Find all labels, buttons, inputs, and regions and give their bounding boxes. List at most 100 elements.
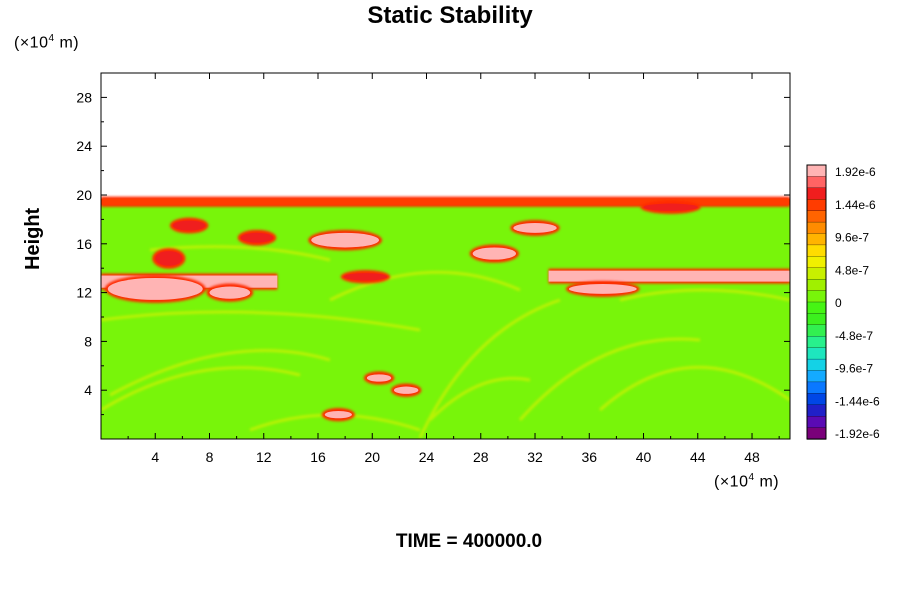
- colorbar-swatch: [806, 336, 827, 349]
- chart-title: Static Stability: [367, 2, 533, 29]
- colorbar-swatch: [806, 233, 827, 246]
- colorbar-swatch: [806, 267, 827, 280]
- colorbar-swatch: [806, 279, 827, 292]
- field-blob-core: [513, 223, 557, 233]
- colorbar-swatch: [806, 393, 827, 406]
- x-tick-label: 40: [636, 449, 652, 465]
- field-streak: [619, 288, 790, 302]
- time-label: TIME = 400000.0: [395, 531, 543, 552]
- field-streaks: [101, 245, 790, 439]
- field-blob: [469, 244, 520, 263]
- field-blob-core: [311, 232, 380, 248]
- field-blob-core: [343, 273, 388, 281]
- colorbar-swatch: [806, 404, 827, 417]
- field-blob: [363, 371, 395, 385]
- colorbar-swatch: [806, 324, 827, 337]
- colorbar-swatch: [806, 199, 827, 212]
- colorbar-swatch: [806, 290, 827, 303]
- field-streak: [418, 298, 561, 439]
- colorbar-swatch: [806, 370, 827, 383]
- field-blob-core: [568, 284, 637, 294]
- field-streak: [101, 366, 301, 412]
- field-blob-core: [366, 374, 392, 382]
- y-tick-label: 16: [76, 236, 92, 252]
- colorbar-swatch: [806, 244, 827, 257]
- colorbar-label: 1.44e-6: [835, 198, 876, 212]
- field-blob-core: [324, 410, 352, 419]
- field-band-core: [548, 270, 790, 282]
- field-streak: [428, 376, 531, 422]
- colorbar-swatch: [806, 176, 827, 189]
- colorbar-swatch: [806, 427, 827, 440]
- x-tick-label: 8: [206, 449, 214, 465]
- field-blob: [565, 281, 640, 297]
- y-tick-label: 8: [84, 333, 92, 349]
- field-blob: [390, 383, 422, 397]
- field-blob-core: [393, 386, 419, 394]
- field-blob: [640, 200, 701, 214]
- x-tick-label: 12: [256, 449, 272, 465]
- x-tick-label: 36: [581, 449, 597, 465]
- colorbar-swatch: [806, 313, 827, 326]
- field-band: [548, 268, 790, 284]
- colorbar-swatch: [806, 416, 827, 429]
- colorbar-label: 4.8e-7: [835, 263, 869, 277]
- field-streak: [518, 337, 701, 421]
- colorbar-swatch: [806, 164, 827, 178]
- colorbar-swatch: [806, 358, 827, 372]
- field-streak: [109, 349, 331, 397]
- colorbar-swatch: [806, 256, 827, 269]
- field-background: [101, 198, 790, 439]
- field-streak: [149, 245, 331, 262]
- field-blob: [104, 274, 206, 303]
- colorbar-frame: [806, 164, 827, 440]
- colorbar-swatch: [806, 187, 827, 200]
- field-blob: [308, 229, 383, 251]
- colorbar-label: 1.92e-6: [835, 165, 876, 179]
- y-tick-label: 12: [76, 285, 92, 301]
- field-blob: [321, 407, 355, 422]
- field-streak: [101, 310, 421, 332]
- field-blob: [340, 270, 391, 284]
- plot-frame: [100, 72, 791, 440]
- field-streak: [329, 270, 521, 302]
- y-tick-label: 4: [84, 382, 92, 398]
- x-tick-label: 28: [473, 449, 489, 465]
- colorbar-label: -1.92e-6: [835, 427, 880, 441]
- y-axis-unit: (×104 m): [14, 33, 80, 52]
- x-tick-label: 4: [151, 449, 159, 465]
- x-tick-label: 44: [690, 449, 706, 465]
- x-tick-label: 32: [527, 449, 543, 465]
- field-band: [101, 196, 790, 207]
- field-band-core: [101, 198, 790, 205]
- field-blob-core: [209, 286, 251, 299]
- field-blob-core: [107, 277, 203, 300]
- y-tick-label: 20: [76, 187, 92, 203]
- colorbar-swatch: [806, 347, 827, 360]
- x-axis-unit: (×104 m): [714, 472, 780, 491]
- field-blob-core: [155, 251, 183, 266]
- field-blob: [169, 217, 209, 234]
- colorbar-label: -4.8e-7: [835, 329, 873, 343]
- colorbar-label: 0: [835, 296, 842, 310]
- colorbar-label: 9.6e-7: [835, 231, 869, 245]
- field-blob: [152, 248, 186, 269]
- x-tick-label: 24: [419, 449, 435, 465]
- field-blob-core: [172, 220, 206, 231]
- colorbar-swatch: [806, 301, 827, 315]
- x-tick-label: 20: [364, 449, 380, 465]
- field-streak: [599, 365, 790, 412]
- colorbar-label: -9.6e-7: [835, 362, 873, 376]
- field-blob: [206, 283, 254, 302]
- field-blob: [510, 220, 560, 236]
- field-blob-core: [240, 232, 274, 243]
- colorbar-label: -1.44e-6: [835, 394, 880, 408]
- field-blob-core: [472, 247, 517, 260]
- y-tick-label: 24: [76, 138, 92, 154]
- colorbar-swatch: [806, 210, 827, 223]
- y-tick-label: 28: [76, 89, 92, 105]
- field-blob: [237, 229, 277, 246]
- x-tick-label: 48: [744, 449, 760, 465]
- colorbar-swatch: [806, 381, 827, 394]
